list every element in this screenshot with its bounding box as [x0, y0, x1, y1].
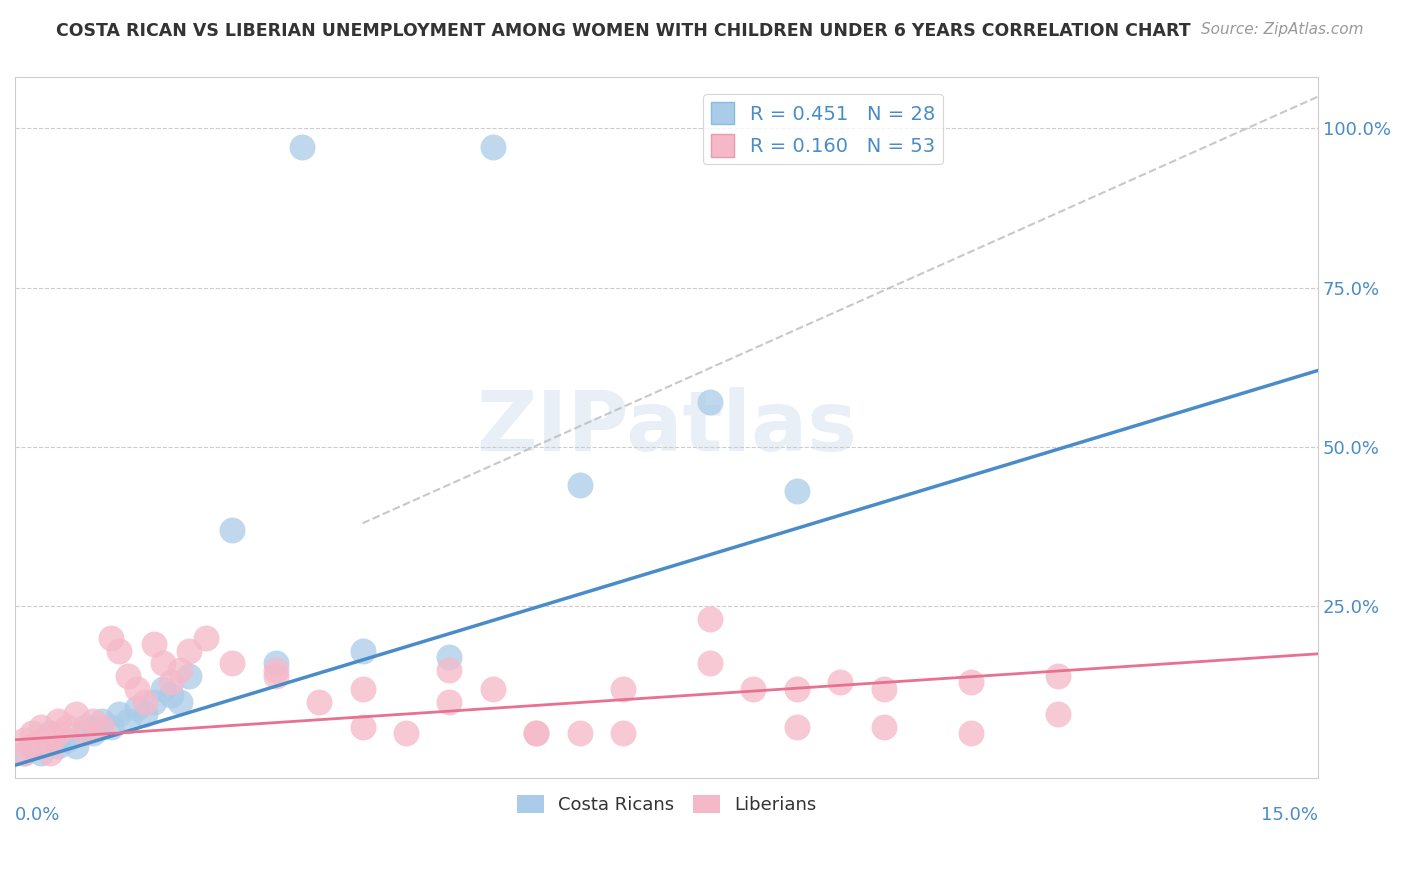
Point	[221, 657, 243, 671]
Point	[30, 720, 52, 734]
Point	[699, 612, 721, 626]
Point	[873, 681, 896, 696]
Point	[90, 714, 112, 728]
Point	[308, 695, 330, 709]
Point	[13, 732, 35, 747]
Point	[612, 726, 634, 740]
Point	[786, 484, 808, 499]
Point	[90, 720, 112, 734]
Point	[195, 631, 218, 645]
Point	[134, 695, 156, 709]
Point	[48, 714, 70, 728]
Point	[786, 720, 808, 734]
Point	[699, 395, 721, 409]
Point	[30, 732, 52, 747]
Text: Source: ZipAtlas.com: Source: ZipAtlas.com	[1201, 22, 1364, 37]
Point	[612, 681, 634, 696]
Text: ZIPatlas: ZIPatlas	[477, 387, 858, 468]
Legend: R = 0.451   N = 28, R = 0.160   N = 53: R = 0.451 N = 28, R = 0.160 N = 53	[703, 95, 943, 164]
Point	[48, 739, 70, 754]
Point	[742, 681, 765, 696]
Point	[169, 663, 191, 677]
Point	[959, 726, 981, 740]
Point	[56, 720, 79, 734]
Point	[38, 732, 60, 747]
Point	[21, 739, 44, 754]
Point	[13, 746, 35, 760]
Point	[568, 478, 591, 492]
Point	[395, 726, 418, 740]
Point	[117, 714, 139, 728]
Point	[73, 720, 96, 734]
Point	[48, 726, 70, 740]
Point	[13, 746, 35, 760]
Point	[1046, 707, 1069, 722]
Point	[352, 681, 374, 696]
Point	[82, 714, 104, 728]
Point	[169, 695, 191, 709]
Point	[30, 746, 52, 760]
Point	[134, 707, 156, 722]
Point	[73, 726, 96, 740]
Point	[439, 663, 461, 677]
Point	[264, 657, 287, 671]
Point	[568, 726, 591, 740]
Point	[352, 643, 374, 657]
Point	[100, 720, 122, 734]
Point	[30, 732, 52, 747]
Point	[108, 643, 131, 657]
Point	[38, 726, 60, 740]
Point	[786, 681, 808, 696]
Point	[117, 669, 139, 683]
Point	[959, 675, 981, 690]
Point	[125, 681, 148, 696]
Text: COSTA RICAN VS LIBERIAN UNEMPLOYMENT AMONG WOMEN WITH CHILDREN UNDER 6 YEARS COR: COSTA RICAN VS LIBERIAN UNEMPLOYMENT AMO…	[56, 22, 1191, 40]
Point	[264, 663, 287, 677]
Point	[38, 746, 60, 760]
Point	[221, 523, 243, 537]
Point	[65, 739, 87, 754]
Point	[143, 695, 166, 709]
Point	[482, 681, 505, 696]
Point	[152, 657, 174, 671]
Point	[830, 675, 852, 690]
Point	[108, 707, 131, 722]
Point	[873, 720, 896, 734]
Point	[65, 707, 87, 722]
Point	[524, 726, 547, 740]
Point	[21, 726, 44, 740]
Point	[439, 695, 461, 709]
Point	[439, 650, 461, 665]
Point	[125, 701, 148, 715]
Point	[352, 720, 374, 734]
Point	[160, 688, 183, 702]
Point	[264, 669, 287, 683]
Point	[699, 657, 721, 671]
Point	[482, 140, 505, 154]
Point	[56, 732, 79, 747]
Point	[1046, 669, 1069, 683]
Text: 15.0%: 15.0%	[1261, 806, 1319, 824]
Point	[152, 681, 174, 696]
Point	[82, 726, 104, 740]
Point	[524, 726, 547, 740]
Point	[100, 631, 122, 645]
Point	[291, 140, 314, 154]
Point	[160, 675, 183, 690]
Point	[21, 739, 44, 754]
Point	[143, 637, 166, 651]
Point	[177, 643, 200, 657]
Text: 0.0%: 0.0%	[15, 806, 60, 824]
Point	[177, 669, 200, 683]
